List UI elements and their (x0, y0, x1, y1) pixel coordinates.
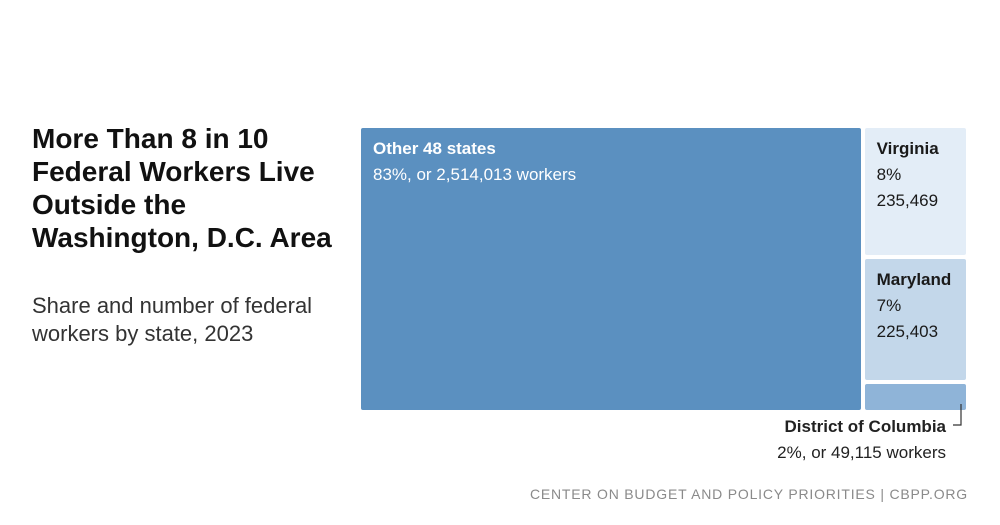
tile-workers-virginia: 235,469 (876, 191, 939, 210)
dc-label: District of Columbia 2%, or 49,115 worke… (777, 414, 946, 466)
tile-other-48-states: Other 48 states 83%, or 2,514,013 worker… (361, 128, 861, 410)
dc-label-name: District of Columbia (784, 417, 946, 436)
tile-label-virginia: Virginia 8% 235,469 (877, 136, 939, 214)
tile-maryland: Maryland 7% 225,403 (864, 258, 966, 380)
tile-name-virginia: Virginia (876, 139, 939, 158)
tile-name-maryland: Maryland (876, 269, 952, 289)
tile-value-other: 83%, or 2,514,013 workers (373, 165, 577, 184)
tile-virginia: Virginia 8% 235,469 (864, 128, 966, 255)
source-footer: CENTER ON BUDGET AND POLICY PRIORITIES |… (529, 486, 968, 502)
tile-label-maryland: Maryland 7% 225,403 (877, 267, 952, 345)
tile-workers-maryland: 225,403 (876, 321, 939, 341)
chart-title: More Than 8 in 10 Federal Workers Live O… (32, 123, 332, 253)
tile-share-maryland: 7% (876, 295, 902, 315)
dc-label-value: 2%, or 49,115 workers (777, 443, 946, 462)
chart-subtitle: Share and number of federal workers by s… (32, 293, 313, 346)
tile-share-virginia: 8% (876, 165, 902, 184)
tile-label-other: Other 48 states 83%, or 2,514,013 worker… (373, 136, 576, 188)
tile-district-of-columbia (864, 383, 966, 410)
tile-name-other: Other 48 states (373, 139, 496, 158)
